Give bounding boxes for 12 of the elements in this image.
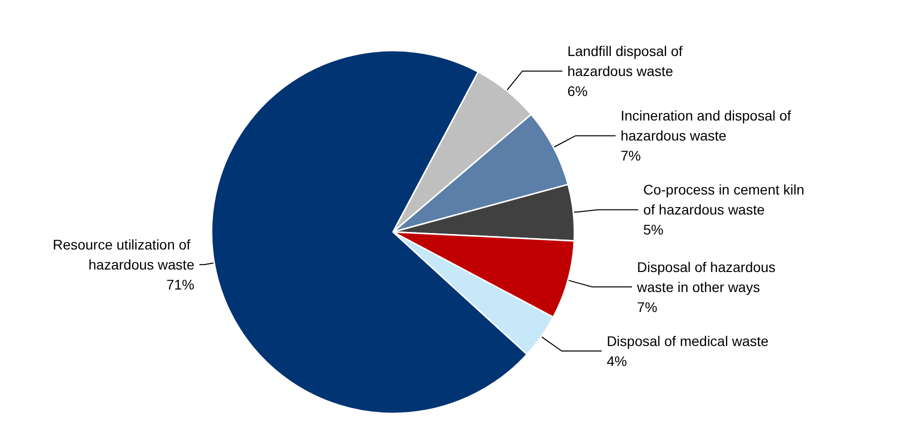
slice-label: Incineration and disposal of hazardous waste [620,108,795,144]
data-label: 5% [643,222,664,238]
slice-label: Co-process in cement kiln of hazardous waste [643,182,808,218]
slice-label: Disposal of medical waste [606,333,769,349]
data-label: 4% [606,353,627,369]
slice-label: Landfill disposal of hazardous waste [567,43,686,80]
data-label: 7% [620,148,641,164]
data-label: 71% [166,276,194,293]
data-label: 6% [567,83,588,100]
slice-label: Resource utilization of hazardous waste [52,236,195,273]
data-label: 7% [637,298,658,315]
slice-label: Disposal of hazardous waste in other ways [636,258,780,295]
